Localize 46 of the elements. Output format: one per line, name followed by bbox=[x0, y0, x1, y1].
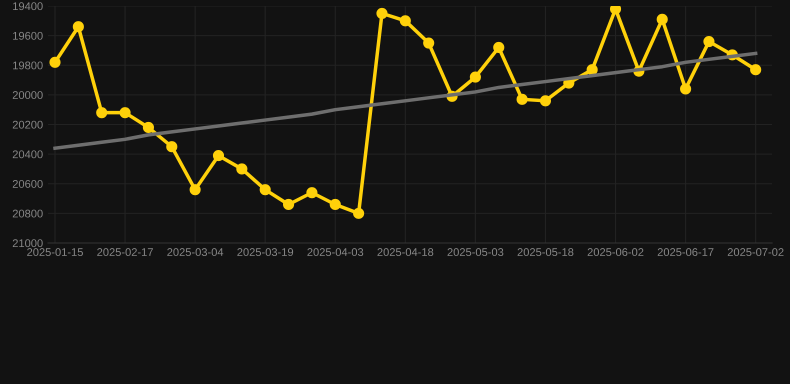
point bbox=[750, 64, 762, 76]
point bbox=[190, 184, 201, 196]
y-tick-label: 19600 bbox=[13, 32, 43, 40]
point bbox=[376, 8, 388, 19]
point bbox=[400, 15, 411, 26]
x-tick-label: 2025-03-04 bbox=[167, 248, 224, 256]
point bbox=[120, 107, 131, 118]
x-tick-label: 2025-07-02 bbox=[728, 248, 784, 256]
point bbox=[49, 56, 61, 68]
point bbox=[236, 163, 248, 174]
point bbox=[586, 64, 598, 76]
x-tick-label: 2025-06-17 bbox=[658, 248, 714, 256]
x-tick-label: 2025-02-17 bbox=[97, 248, 153, 256]
point bbox=[260, 184, 271, 196]
point bbox=[516, 94, 528, 105]
point bbox=[680, 83, 692, 95]
x-tick-label: 2025-03-19 bbox=[237, 248, 294, 256]
point bbox=[212, 150, 224, 162]
point bbox=[330, 198, 341, 210]
point bbox=[470, 72, 481, 83]
point bbox=[142, 122, 154, 134]
y-tick-label: 20200 bbox=[12, 120, 43, 129]
point bbox=[306, 187, 318, 198]
x-tick-label: 2025-05-18 bbox=[518, 248, 574, 256]
point bbox=[353, 208, 364, 219]
point bbox=[493, 42, 504, 54]
y-tick-label: 20000 bbox=[12, 91, 43, 100]
y-tick-label: 19400 bbox=[13, 2, 43, 10]
point bbox=[72, 21, 84, 32]
point bbox=[166, 141, 178, 152]
point bbox=[540, 95, 552, 106]
point bbox=[703, 36, 714, 48]
y-tick-label: 20400 bbox=[12, 150, 43, 158]
y-tick-label: 20800 bbox=[12, 210, 43, 218]
x-tick-label: 2025-06-02 bbox=[588, 248, 644, 256]
y-tick-label: 20600 bbox=[12, 180, 43, 188]
y-tick-label: 21000 bbox=[12, 239, 43, 248]
x-tick-label: 2025-05-03 bbox=[448, 248, 504, 256]
x-tick-label: 2025-04-18 bbox=[377, 248, 434, 256]
y-tick-label: 19800 bbox=[13, 62, 43, 70]
x-tick-label: 2025-01-15 bbox=[27, 248, 83, 256]
point bbox=[96, 107, 108, 118]
point bbox=[656, 14, 668, 25]
point bbox=[423, 37, 434, 49]
x-tick-label: 2025-04-03 bbox=[307, 248, 364, 256]
point bbox=[283, 198, 294, 210]
